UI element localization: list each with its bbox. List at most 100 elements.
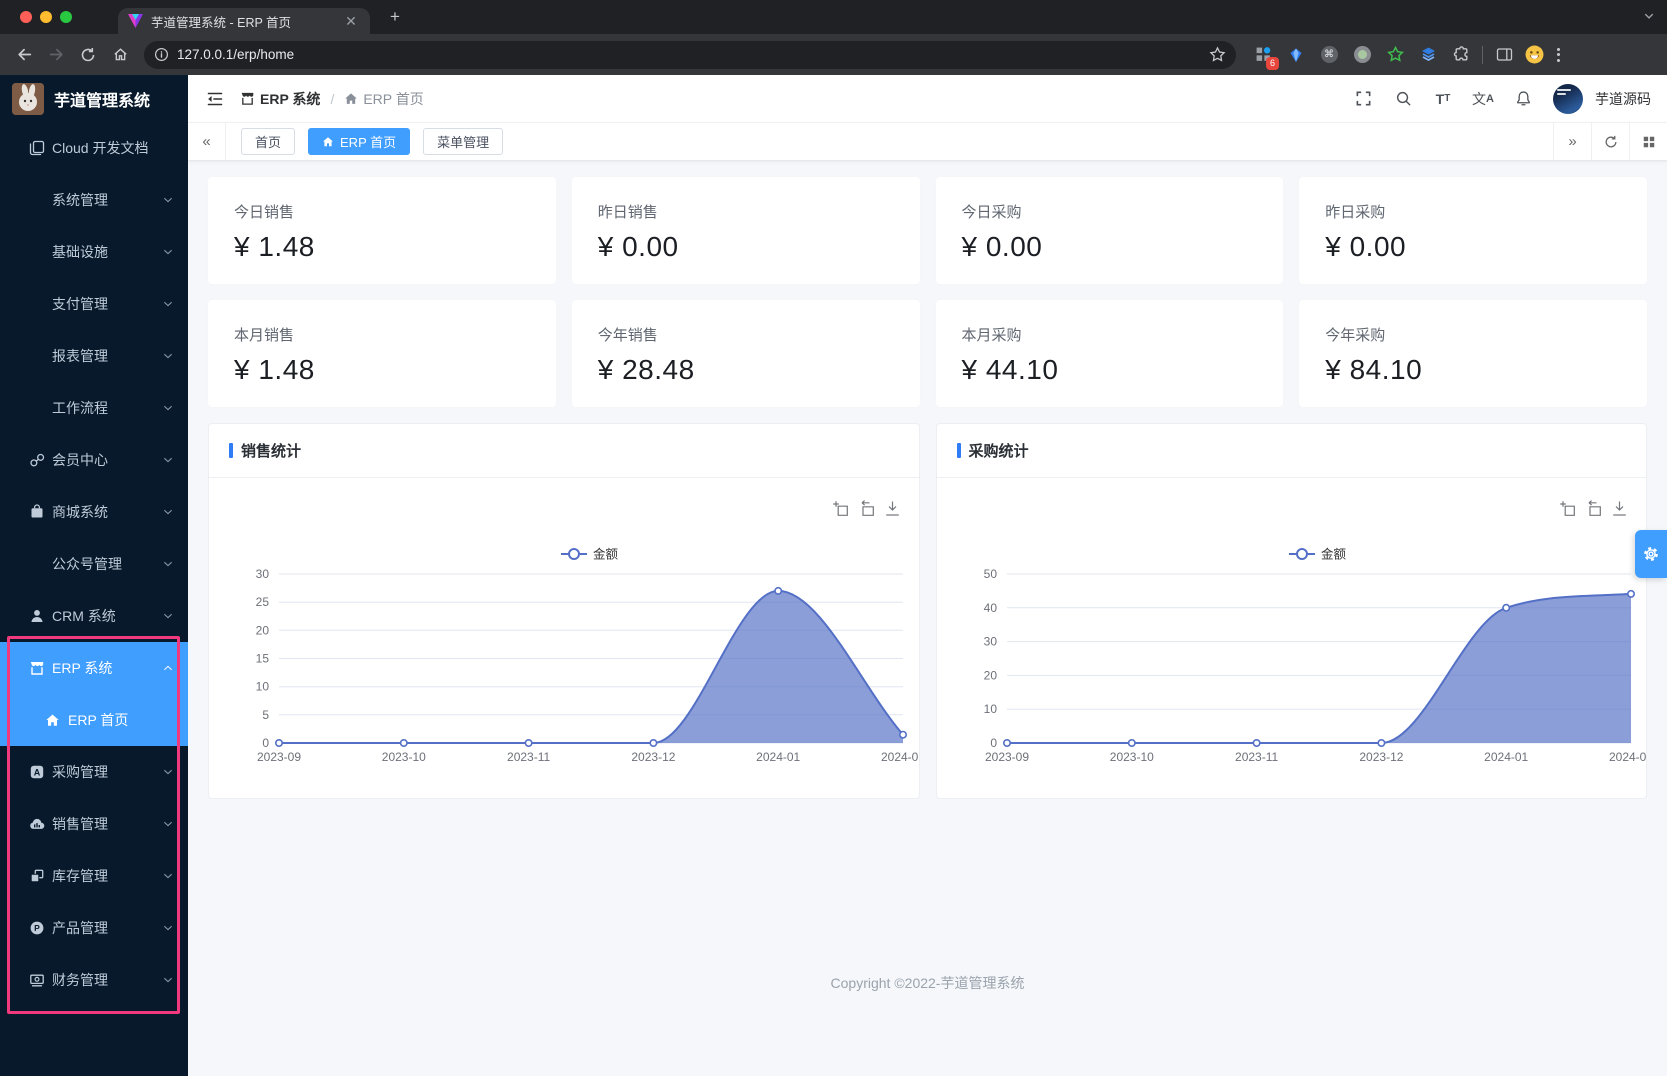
sidebar-item-0[interactable]: Cloud 开发文档: [0, 122, 188, 174]
collapse-sidebar-icon[interactable]: [200, 84, 230, 114]
sidebar-item-13[interactable]: 销售管理: [0, 798, 188, 850]
sidebar-item-9[interactable]: CRM 系统: [0, 590, 188, 642]
gem-extension-icon[interactable]: [1283, 42, 1309, 68]
sidebar-item-6[interactable]: 会员中心: [0, 434, 188, 486]
stat-card-7: 今年采购¥ 84.10: [1299, 300, 1647, 407]
chart-canvas[interactable]: 0510152025302023-092023-102023-112023-12…: [209, 478, 919, 798]
stat-card-6: 本月采购¥ 44.10: [936, 300, 1284, 407]
browser-tab[interactable]: 芋道管理系统 - ERP 首页 ✕: [118, 8, 370, 34]
data-point-marker[interactable]: [1128, 740, 1134, 746]
sidebar-item-5[interactable]: 工作流程: [0, 382, 188, 434]
window-controls[interactable]: [20, 11, 72, 23]
y-axis-tick-label: 10: [983, 702, 997, 716]
sidebar-item-15[interactable]: P产品管理: [0, 902, 188, 954]
chart-title: 销售统计: [241, 440, 301, 461]
save-image-download-icon[interactable]: [884, 500, 901, 517]
sidebar-item-4[interactable]: 报表管理: [0, 330, 188, 382]
tags-refresh-icon[interactable]: [1591, 123, 1629, 160]
data-zoom-icon[interactable]: [832, 500, 849, 517]
data-zoom-icon[interactable]: [1559, 500, 1576, 517]
sidebar-item-3[interactable]: 支付管理: [0, 278, 188, 330]
back-icon[interactable]: [10, 41, 38, 69]
minimize-window-button[interactable]: [40, 11, 52, 23]
chart-canvas[interactable]: 010203040502023-092023-102023-112023-122…: [937, 478, 1647, 798]
data-point-marker[interactable]: [525, 740, 531, 746]
forward-icon[interactable]: [42, 41, 70, 69]
data-point-marker[interactable]: [1503, 605, 1509, 611]
new-tab-button[interactable]: +: [382, 4, 408, 30]
sidebar-item-7[interactable]: 商城系统: [0, 486, 188, 538]
legend-item[interactable]: 金额: [1289, 547, 1347, 562]
command-extension-icon[interactable]: ⌘: [1316, 42, 1342, 68]
layers-extension-icon[interactable]: [1415, 42, 1441, 68]
data-point-marker[interactable]: [1627, 591, 1633, 597]
side-panel-icon[interactable]: [1491, 42, 1517, 68]
member-icon: [28, 452, 45, 469]
data-point-marker[interactable]: [276, 740, 282, 746]
x-axis-tick-label: 2023-11: [507, 750, 550, 764]
close-window-button[interactable]: [20, 11, 32, 23]
search-icon[interactable]: [1393, 89, 1413, 109]
notification-bell-icon[interactable]: [1513, 89, 1533, 109]
sidebar-item-label: 系统管理: [52, 190, 162, 210]
stat-value: ¥ 1.48: [234, 354, 530, 386]
stat-value: ¥ 84.10: [1325, 354, 1621, 386]
tag-0[interactable]: 首页: [241, 128, 295, 155]
legend-item[interactable]: 金额: [561, 547, 619, 562]
tags-scroll-right-icon[interactable]: »: [1553, 123, 1591, 160]
blocker-extension-icon[interactable]: 6: [1250, 42, 1276, 68]
browser-menu-icon[interactable]: [1551, 42, 1566, 68]
site-info-icon[interactable]: [154, 47, 169, 62]
tag-active-1[interactable]: ERP 首页: [308, 128, 410, 155]
save-image-download-icon[interactable]: [1611, 500, 1628, 517]
reload-icon[interactable]: [74, 41, 102, 69]
sidebar-item-active-11[interactable]: ERP 首页: [0, 694, 188, 746]
browser-profile-avatar[interactable]: [1521, 42, 1547, 68]
font-size-icon[interactable]: TT: [1433, 89, 1453, 109]
data-point-marker[interactable]: [900, 732, 906, 738]
mall-icon: [28, 504, 45, 521]
breadcrumb-item-erp-home[interactable]: ERP 首页: [344, 89, 423, 109]
puzzle-extensions-icon[interactable]: [1448, 42, 1474, 68]
bookmark-star-icon[interactable]: [1209, 46, 1226, 63]
home-icon[interactable]: [106, 41, 134, 69]
maximize-window-button[interactable]: [60, 11, 72, 23]
tags-scroll-left-icon[interactable]: «: [188, 123, 226, 160]
recorder-extension-icon[interactable]: [1349, 42, 1375, 68]
user-avatar[interactable]: [1553, 84, 1583, 114]
tags-layout-grid-icon[interactable]: [1629, 123, 1667, 160]
language-icon[interactable]: 文A: [1473, 89, 1493, 109]
chart-header: 销售统计: [209, 424, 919, 478]
data-point-marker[interactable]: [650, 740, 656, 746]
sidebar-item-1[interactable]: 系统管理: [0, 174, 188, 226]
tab-search-icon[interactable]: [1643, 10, 1655, 22]
data-point-marker[interactable]: [1003, 740, 1009, 746]
restore-icon[interactable]: [1585, 500, 1602, 517]
x-axis-tick-label: 2023-09: [984, 750, 1028, 764]
sidebar-item-12[interactable]: A采购管理: [0, 746, 188, 798]
sidebar-item-16[interactable]: 财务管理: [0, 954, 188, 1006]
sidebar-item-14[interactable]: 库存管理: [0, 850, 188, 902]
chevron-down-icon: [162, 766, 174, 778]
url-text[interactable]: 127.0.0.1/erp/home: [177, 47, 1209, 62]
star-extension-icon[interactable]: [1382, 42, 1408, 68]
address-bar[interactable]: 127.0.0.1/erp/home: [144, 41, 1236, 69]
navbar-actions: TT 文A 芋道源码: [1353, 84, 1651, 114]
sidebar-item-8[interactable]: 公众号管理: [0, 538, 188, 590]
settings-drawer-button[interactable]: [1635, 530, 1667, 578]
restore-icon[interactable]: [858, 500, 875, 517]
tag-2[interactable]: 菜单管理: [423, 128, 503, 155]
tab-close-icon[interactable]: ✕: [342, 12, 360, 30]
stat-label: 昨日采购: [1325, 201, 1621, 222]
user-name[interactable]: 芋道源码: [1595, 89, 1651, 109]
sidebar-item-2[interactable]: 基础设施: [0, 226, 188, 278]
data-point-marker[interactable]: [401, 740, 407, 746]
fullscreen-icon[interactable]: [1353, 89, 1373, 109]
data-point-marker[interactable]: [1378, 740, 1384, 746]
breadcrumb-item-erp-system[interactable]: ERP 系统: [240, 89, 320, 109]
sidebar-item-10[interactable]: ERP 系统: [0, 642, 188, 694]
app-logo[interactable]: 芋道管理系统: [0, 75, 188, 122]
data-point-marker[interactable]: [775, 588, 781, 594]
data-point-marker[interactable]: [1253, 740, 1259, 746]
x-axis-tick-label: 2023-12: [631, 750, 675, 764]
